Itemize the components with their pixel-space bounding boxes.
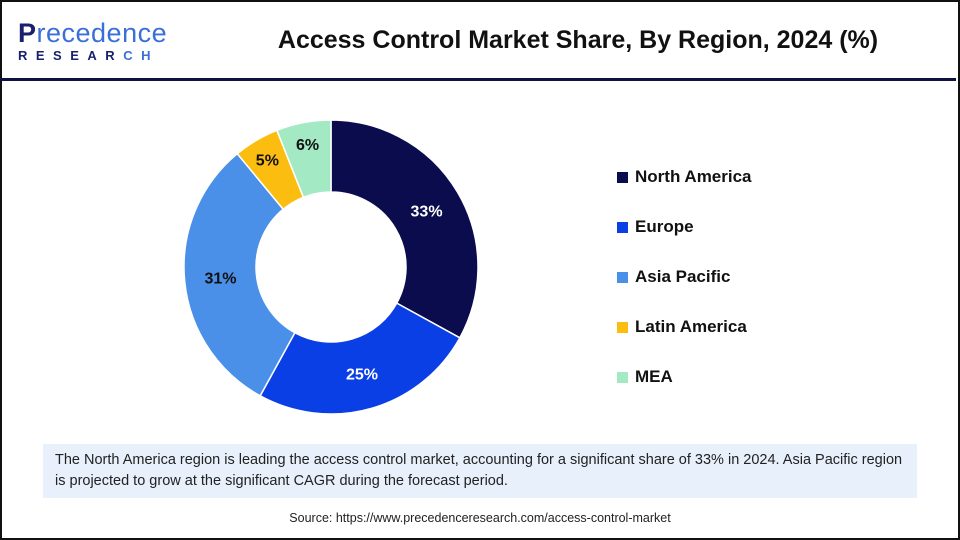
precedence-research-logo: Precedence RESEARCH: [18, 18, 168, 64]
legend: North America Europe Asia Pacific Latin Ame…: [617, 152, 752, 402]
logo-text: CH: [123, 48, 159, 63]
slice-asia-pacific: [183, 152, 296, 397]
legend-item: Europe: [617, 202, 752, 252]
slice-europe: [259, 302, 461, 415]
data-label: 25%: [346, 367, 378, 384]
legend-item: North America: [617, 152, 752, 202]
data-label: 31%: [204, 270, 236, 287]
logo-text: recedence: [36, 18, 168, 48]
data-label: 33%: [411, 203, 443, 220]
logo-text: RESEAR: [18, 48, 124, 63]
legend-swatch: [617, 221, 628, 233]
data-label: 6%: [296, 137, 319, 154]
slice-north-america: [330, 119, 479, 339]
logo-text: P: [18, 18, 37, 48]
legend-label: North America: [635, 167, 752, 186]
legend-swatch: [617, 321, 628, 333]
legend-label: Asia Pacific: [635, 267, 731, 286]
legend-swatch: [617, 271, 628, 283]
header: Precedence RESEARCH Access Control Marke…: [0, 0, 956, 81]
legend-item: MEA: [617, 352, 752, 402]
legend-label: Europe: [635, 217, 694, 236]
source-text: Source: https://www.precedenceresearch.c…: [289, 511, 671, 525]
data-label: 5%: [256, 152, 279, 169]
summary-note: The North America region is leading the …: [43, 444, 917, 498]
legend-swatch: [617, 171, 628, 183]
legend-label: MEA: [635, 367, 673, 386]
legend-swatch: [617, 371, 628, 383]
chart-title: Access Control Market Share, By Region, …: [277, 26, 879, 54]
legend-label: Latin America: [635, 317, 747, 336]
legend-item: Asia Pacific: [617, 252, 752, 302]
slice-mea: [275, 119, 332, 199]
legend-item: Latin America: [617, 302, 752, 352]
donut-chart: 33% 25% 31% 5% 6%: [183, 119, 479, 415]
